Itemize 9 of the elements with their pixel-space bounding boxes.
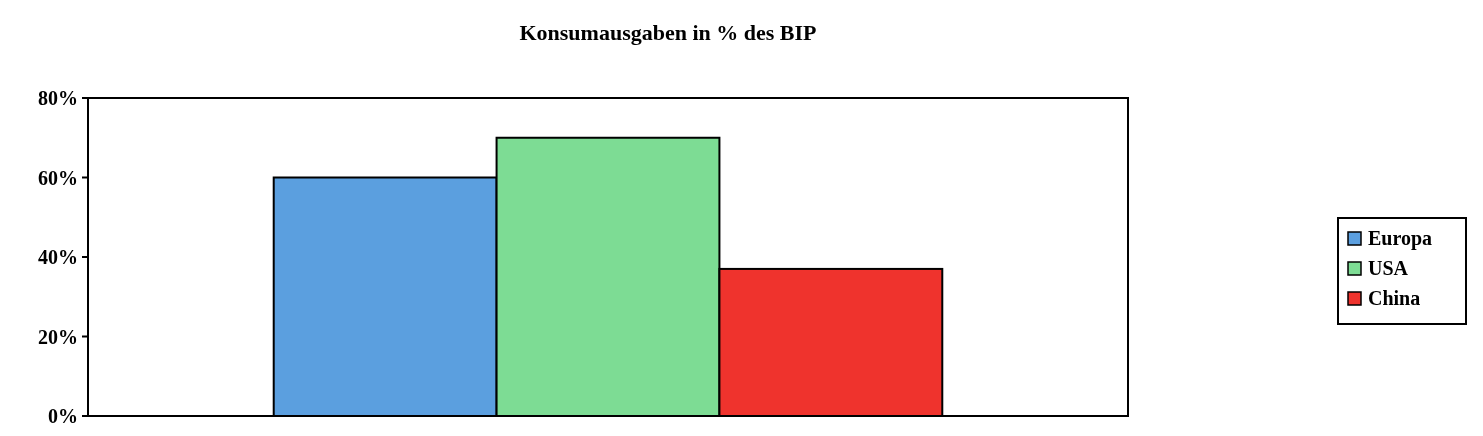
chart-title: Konsumausgaben in % des BIP bbox=[519, 20, 817, 45]
y-tick-label: 80% bbox=[38, 87, 78, 109]
legend-label: China bbox=[1368, 287, 1421, 309]
y-tick-label: 40% bbox=[38, 246, 78, 268]
legend-label: USA bbox=[1368, 257, 1409, 279]
legend-label: Europa bbox=[1368, 227, 1433, 250]
y-tick-label: 60% bbox=[38, 166, 78, 189]
y-tick-label: 0% bbox=[48, 405, 78, 427]
y-tick-label: 20% bbox=[38, 325, 78, 348]
